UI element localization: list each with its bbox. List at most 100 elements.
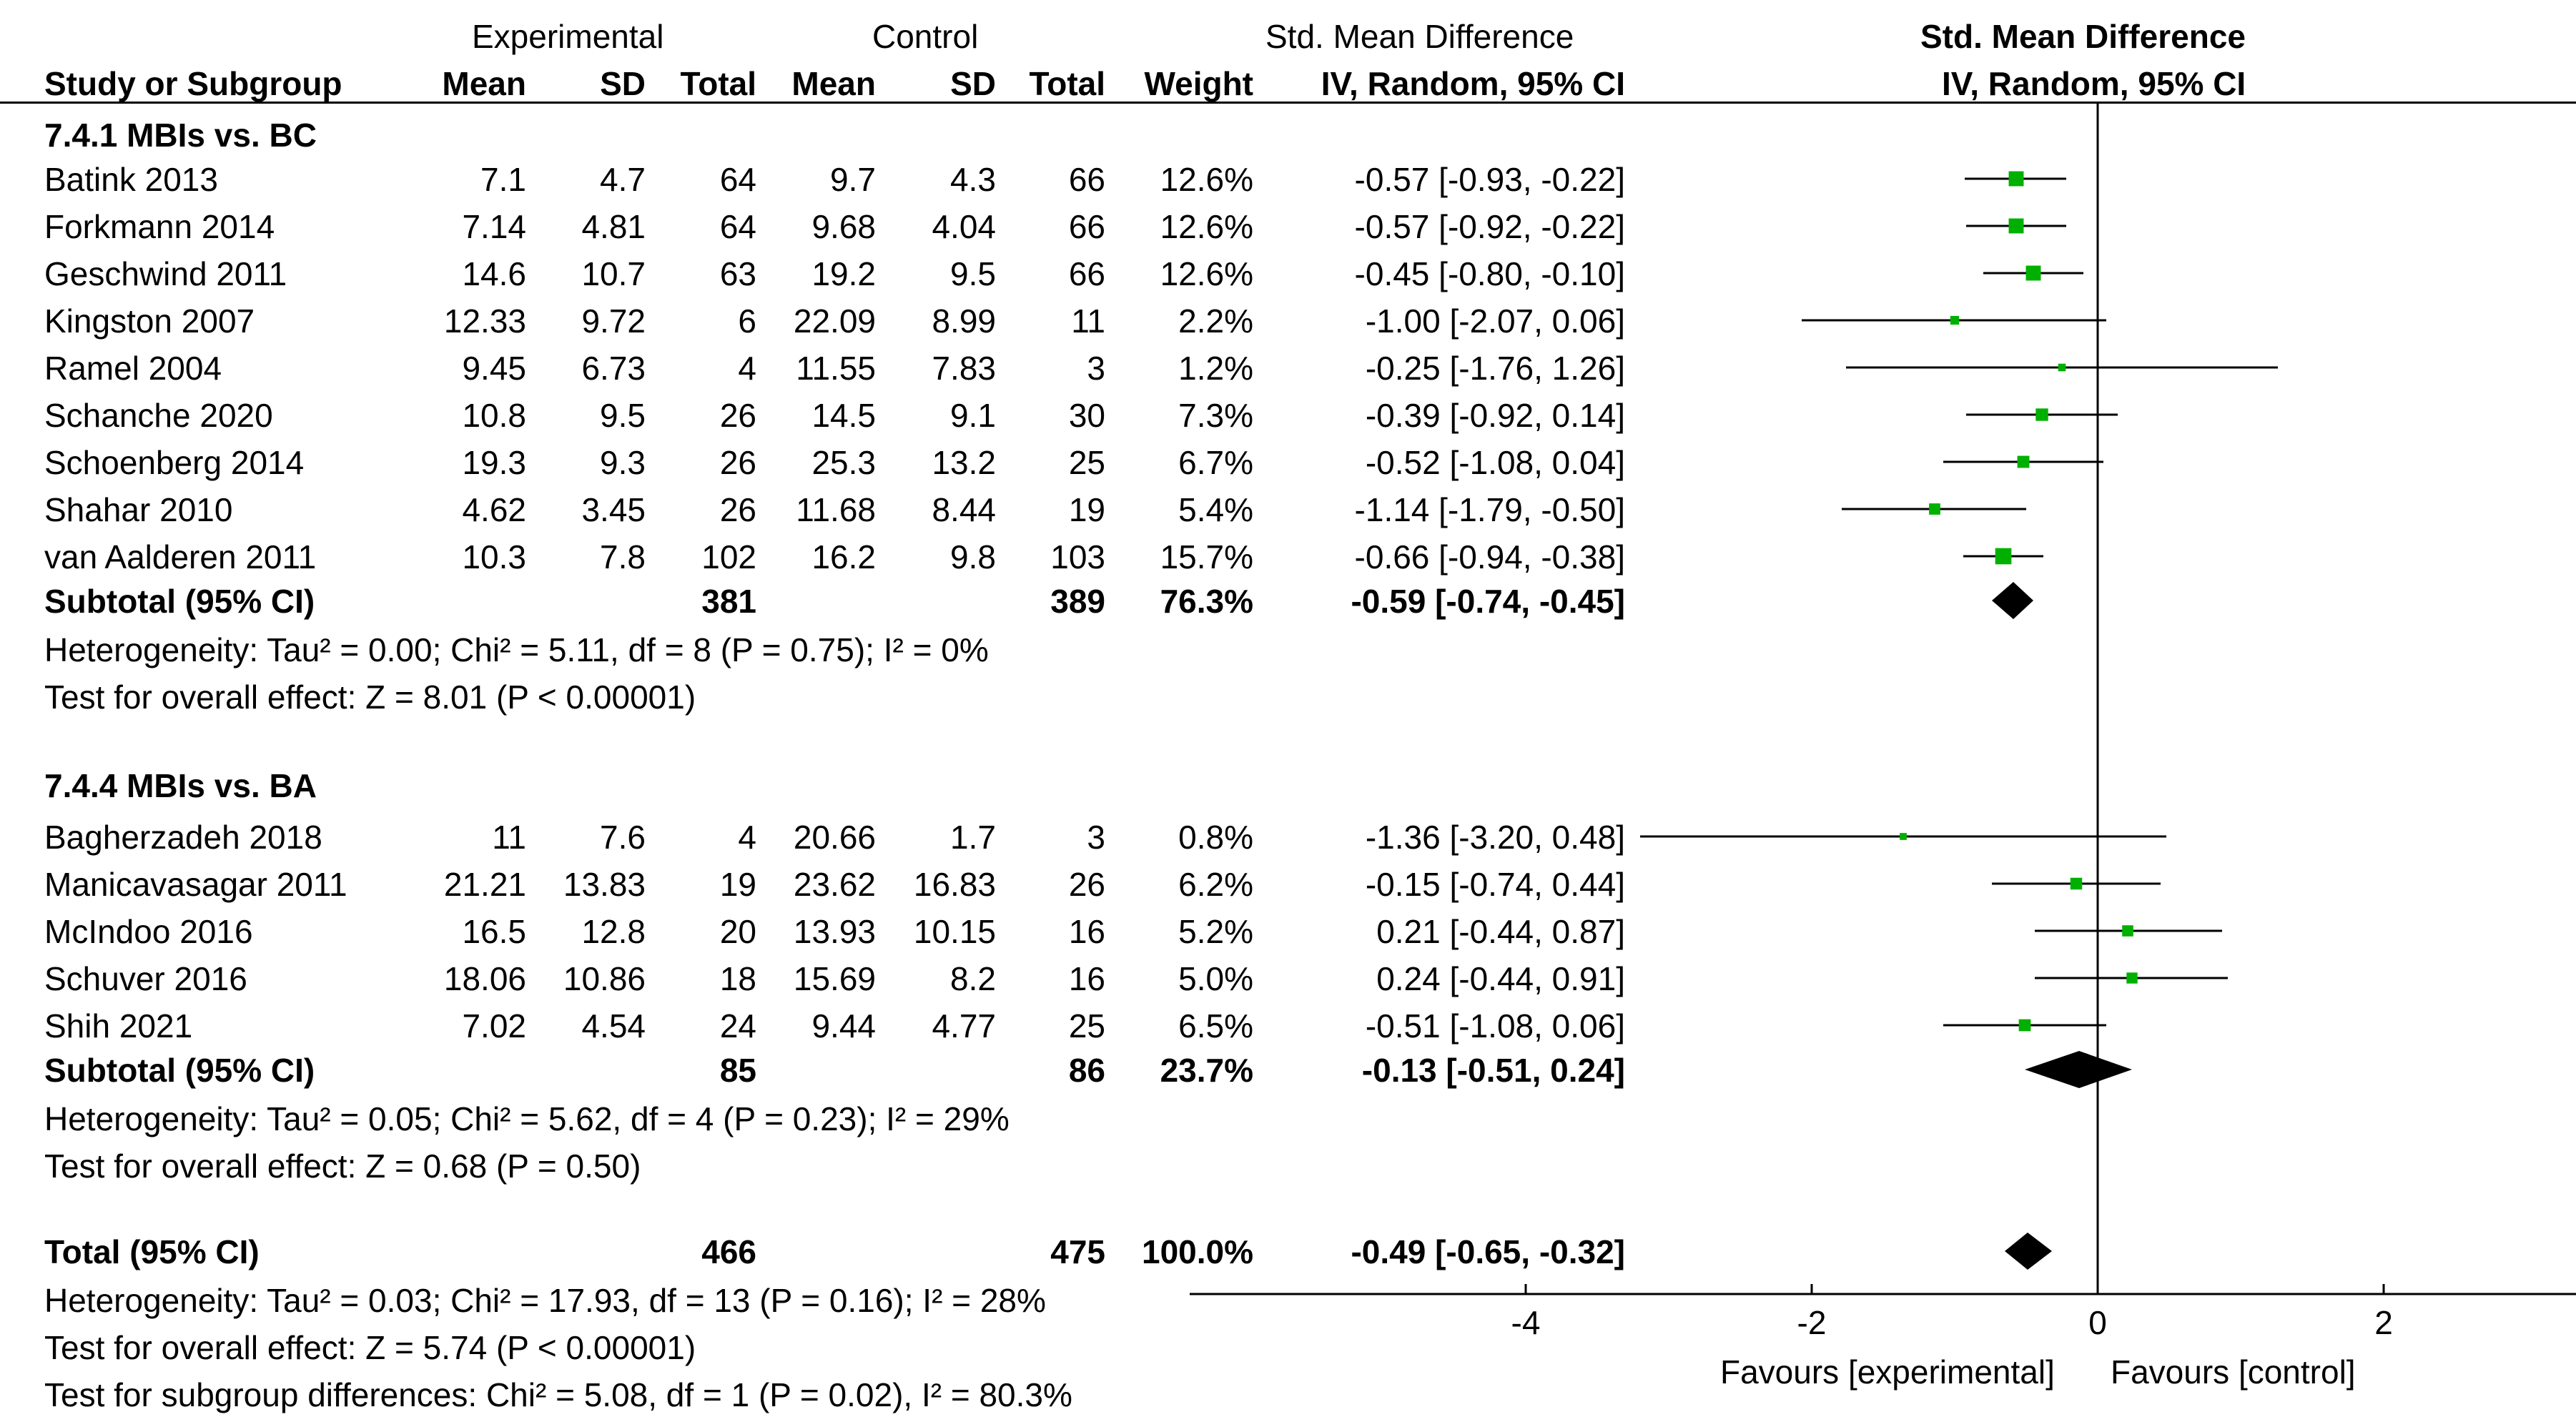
study-weight: 15.7%: [1160, 538, 1253, 576]
subtotal-weight: 23.7%: [1160, 1052, 1253, 1089]
study-c-total: 16: [1068, 913, 1105, 950]
pooled-diamond: [2025, 1051, 2132, 1088]
study-e-mean: 14.6: [462, 255, 526, 292]
study-c-sd: 10.15: [913, 913, 996, 950]
study-e-mean: 16.5: [462, 913, 526, 950]
effect-marker: [2126, 972, 2138, 984]
study-c-sd: 9.5: [950, 255, 996, 292]
study-e-total: 6: [738, 302, 756, 340]
study-c-sd: 9.8: [950, 538, 996, 576]
total-heterogeneity: Heterogeneity: Tau² = 0.03; Chi² = 17.93…: [44, 1282, 1046, 1319]
study-c-sd: 8.2: [950, 960, 996, 997]
study-ci-text: -0.51 [-1.08, 0.06]: [1365, 1007, 1625, 1045]
study-c-sd: 4.77: [932, 1007, 996, 1045]
effect-marker: [2058, 363, 2066, 372]
study-name: Forkmann 2014: [44, 208, 275, 245]
col-e-sd: SD: [600, 65, 646, 102]
study-e-sd: 7.6: [600, 819, 646, 856]
study-c-mean: 9.7: [830, 161, 876, 198]
x-tick-label: 2: [2374, 1304, 2393, 1341]
study-e-sd: 4.81: [581, 208, 646, 245]
header-rule: [0, 102, 2576, 104]
study-e-sd: 3.45: [581, 491, 646, 528]
study-name: van Aalderen 2011: [44, 538, 317, 576]
subtotal-label: Subtotal (95% CI): [44, 1052, 315, 1089]
study-c-total: 11: [1071, 302, 1105, 340]
col-weight: Weight: [1144, 65, 1253, 102]
study-c-total: 66: [1068, 161, 1105, 198]
col-study: Study or Subgroup: [44, 65, 342, 102]
study-c-mean: 11.68: [796, 491, 876, 528]
study-e-sd: 7.8: [600, 538, 646, 576]
study-e-total: 4: [738, 350, 756, 387]
study-e-mean: 19.3: [462, 444, 526, 481]
study-e-mean: 10.8: [462, 397, 526, 434]
study-c-total: 3: [1087, 350, 1105, 387]
study-e-mean: 4.62: [462, 491, 526, 528]
col-c-total: Total: [1029, 65, 1105, 102]
study-weight: 0.8%: [1178, 819, 1253, 856]
study-c-sd: 8.44: [932, 491, 996, 528]
study-c-sd: 1.7: [950, 819, 996, 856]
study-e-mean: 7.14: [462, 208, 526, 245]
study-e-sd: 6.73: [581, 350, 646, 387]
study-e-mean: 7.02: [462, 1007, 526, 1045]
study-c-total: 25: [1068, 444, 1105, 481]
subgroup-label: 7.4.1 MBIs vs. BC: [44, 117, 317, 154]
study-e-total: 63: [719, 255, 756, 292]
effect-marker: [1995, 548, 2012, 565]
study-weight: 5.4%: [1178, 491, 1253, 528]
subtotal-ci: -0.13 [-0.51, 0.24]: [1361, 1052, 1625, 1089]
subtotal-e-total: 85: [719, 1052, 756, 1089]
subtotal-e-total: 381: [701, 583, 756, 620]
study-c-mean: 19.2: [811, 255, 876, 292]
effect-marker: [2035, 408, 2048, 421]
x-tick-label: 0: [2088, 1304, 2107, 1341]
study-ci-text: -0.39 [-0.92, 0.14]: [1365, 397, 1625, 434]
study-e-total: 18: [719, 960, 756, 997]
study-e-sd: 10.86: [563, 960, 646, 997]
study-e-total: 24: [719, 1007, 756, 1045]
study-c-sd: 13.2: [932, 444, 996, 481]
study-name: Kingston 2007: [44, 302, 255, 340]
overall-effect-text: Test for overall effect: Z = 8.01 (P < 0…: [44, 678, 696, 716]
total-ci: -0.49 [-0.65, -0.32]: [1351, 1233, 1625, 1270]
study-c-sd: 8.99: [932, 302, 996, 340]
study-c-mean: 25.3: [811, 444, 876, 481]
study-e-sd: 9.72: [581, 302, 646, 340]
total-c-total: 475: [1050, 1233, 1105, 1270]
study-name: Manicavasagar 2011: [44, 866, 347, 903]
study-e-sd: 9.3: [600, 444, 646, 481]
study-e-mean: 7.1: [480, 161, 526, 198]
study-c-mean: 20.66: [793, 819, 876, 856]
pooled-diamond: [2005, 1233, 2052, 1270]
effect-marker: [2018, 1019, 2031, 1032]
col-ci: IV, Random, 95% CI: [1321, 65, 1625, 102]
study-name: Ramel 2004: [44, 350, 222, 387]
study-name: McIndoo 2016: [44, 913, 253, 950]
study-name: Bagherzadeh 2018: [44, 819, 322, 856]
study-c-sd: 16.83: [913, 866, 996, 903]
study-ci-text: -0.25 [-1.76, 1.26]: [1365, 350, 1625, 387]
study-e-sd: 13.83: [563, 866, 646, 903]
total-weight: 100.0%: [1141, 1233, 1253, 1270]
study-c-total: 26: [1068, 866, 1105, 903]
study-e-mean: 9.45: [462, 350, 526, 387]
study-c-total: 19: [1068, 491, 1105, 528]
subtotal-c-total: 389: [1050, 583, 1105, 620]
study-c-total: 30: [1068, 397, 1105, 434]
study-e-total: 64: [719, 208, 756, 245]
study-e-sd: 4.7: [600, 161, 646, 198]
subgroup-differences: Test for subgroup differences: Chi² = 5.…: [44, 1376, 1072, 1413]
favours-experimental: Favours [experimental]: [1720, 1353, 2055, 1391]
total-overall-effect: Test for overall effect: Z = 5.74 (P < 0…: [44, 1329, 696, 1366]
subtotal-weight: 76.3%: [1160, 583, 1253, 620]
study-c-mean: 23.62: [793, 866, 876, 903]
study-weight: 1.2%: [1178, 350, 1253, 387]
effect-marker: [2008, 218, 2024, 234]
study-c-total: 3: [1087, 819, 1105, 856]
study-c-mean: 9.68: [811, 208, 876, 245]
study-ci-text: -0.66 [-0.94, -0.38]: [1354, 538, 1625, 576]
